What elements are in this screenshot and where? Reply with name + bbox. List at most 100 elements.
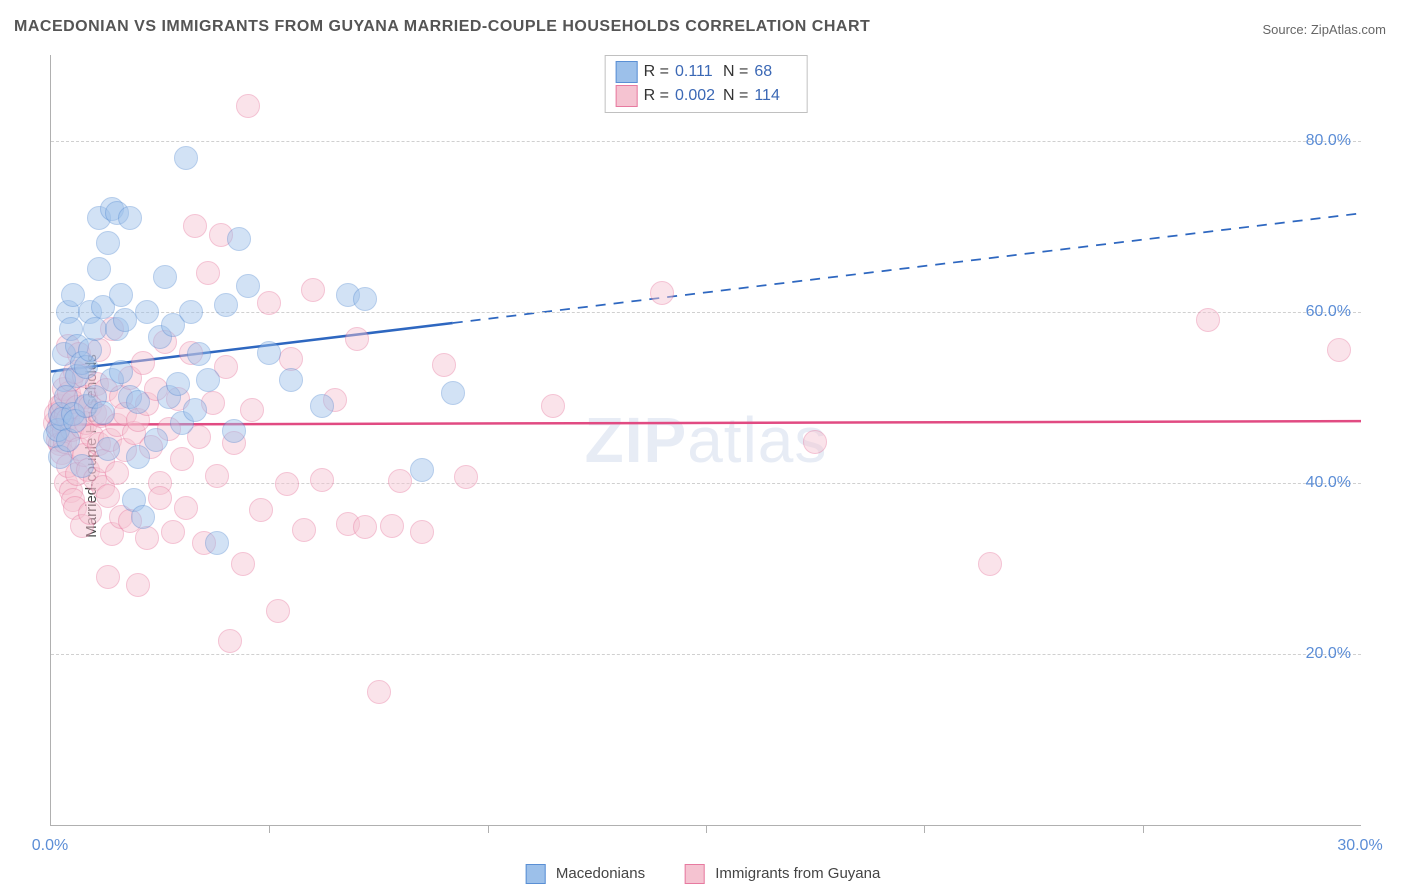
legend-label-guyana: Immigrants from Guyana: [715, 865, 880, 882]
guyana-point: [183, 214, 207, 238]
chart-title: MACEDONIAN VS IMMIGRANTS FROM GUYANA MAR…: [14, 18, 870, 36]
guyana-point: [236, 94, 260, 118]
macedonians-point: [135, 300, 159, 324]
macedonians-point: [179, 300, 203, 324]
guyana-point: [1196, 308, 1220, 332]
x-tick: [488, 825, 489, 833]
r-value-1: 0.111: [675, 60, 717, 84]
macedonians-point: [113, 308, 137, 332]
guyana-point: [240, 398, 264, 422]
guyana-point: [174, 496, 198, 520]
gridline: [51, 312, 1361, 313]
macedonians-point: [109, 360, 133, 384]
macedonians-point: [87, 257, 111, 281]
guyana-point: [454, 465, 478, 489]
x-tick: [924, 825, 925, 833]
y-tick-label: 60.0%: [1306, 303, 1351, 321]
macedonians-point: [96, 437, 120, 461]
macedonians-point: [91, 401, 115, 425]
y-tick-label: 40.0%: [1306, 474, 1351, 492]
legend-swatch-guyana-icon: [685, 864, 705, 884]
chart-source: Source: ZipAtlas.com: [1262, 22, 1386, 37]
macedonians-point: [131, 505, 155, 529]
macedonians-point: [153, 265, 177, 289]
guyana-point: [410, 520, 434, 544]
guyana-point: [432, 353, 456, 377]
macedonians-point: [96, 231, 120, 255]
guyana-point: [650, 281, 674, 305]
macedonians-point: [118, 206, 142, 230]
guyana-point: [196, 261, 220, 285]
guyana-point: [96, 565, 120, 589]
macedonians-point: [353, 287, 377, 311]
n-value-1: 68: [754, 60, 796, 84]
guyana-point: [148, 486, 172, 510]
legend-swatch-macedonians-icon: [526, 864, 546, 884]
macedonians-point: [126, 390, 150, 414]
macedonians-point: [214, 293, 238, 317]
x-tick-label: 0.0%: [32, 837, 68, 855]
guyana-point: [205, 464, 229, 488]
x-tick: [706, 825, 707, 833]
correlation-legend-row-1: R = 0.111 N = 68: [616, 60, 797, 84]
legend-swatch-guyana: [616, 85, 638, 107]
macedonians-point: [310, 394, 334, 418]
legend-label-macedonians: Macedonians: [556, 865, 645, 882]
macedonians-point: [78, 338, 102, 362]
guyana-point: [231, 552, 255, 576]
macedonians-point: [83, 317, 107, 341]
guyana-point: [135, 526, 159, 550]
guyana-point: [353, 515, 377, 539]
x-tick: [1143, 825, 1144, 833]
macedonians-point: [227, 227, 251, 251]
r-label-2: R =: [644, 84, 669, 108]
legend-item-guyana: Immigrants from Guyana: [685, 864, 880, 884]
legend-item-macedonians: Macedonians: [526, 864, 645, 884]
guyana-point: [126, 573, 150, 597]
macedonians-point: [166, 372, 190, 396]
scatter-plot-area: ZIPatlas R = 0.111 N = 68 R = 0.002 N = …: [50, 55, 1361, 826]
macedonians-point: [222, 419, 246, 443]
guyana-point: [803, 430, 827, 454]
gridline: [51, 141, 1361, 142]
guyana-point: [301, 278, 325, 302]
watermark: ZIPatlas: [585, 403, 828, 477]
guyana-point: [96, 484, 120, 508]
macedonians-point: [279, 368, 303, 392]
guyana-point: [279, 347, 303, 371]
guyana-point: [105, 461, 129, 485]
n-label-2: N =: [723, 84, 748, 108]
macedonians-point: [410, 458, 434, 482]
n-label-1: N =: [723, 60, 748, 84]
macedonians-point: [174, 146, 198, 170]
macedonians-point: [183, 398, 207, 422]
x-tick-label: 30.0%: [1337, 837, 1382, 855]
guyana-point: [161, 520, 185, 544]
guyana-point: [257, 291, 281, 315]
guyana-point: [249, 498, 273, 522]
macedonians-point: [257, 341, 281, 365]
guyana-point: [310, 468, 334, 492]
correlation-legend: R = 0.111 N = 68 R = 0.002 N = 114: [605, 55, 808, 113]
watermark-bold: ZIP: [585, 404, 688, 476]
macedonians-point: [187, 342, 211, 366]
guyana-point: [275, 472, 299, 496]
guyana-point: [1327, 338, 1351, 362]
guyana-point: [367, 680, 391, 704]
macedonians-point: [70, 454, 94, 478]
legend-swatch-macedonians: [616, 61, 638, 83]
guyana-point: [292, 518, 316, 542]
guyana-point: [345, 327, 369, 351]
guyana-point: [380, 514, 404, 538]
macedonians-point: [236, 274, 260, 298]
macedonians-point: [144, 428, 168, 452]
r-value-2: 0.002: [675, 84, 717, 108]
y-tick-label: 20.0%: [1306, 645, 1351, 663]
guyana-point: [218, 629, 242, 653]
y-tick-label: 80.0%: [1306, 132, 1351, 150]
guyana-point: [131, 351, 155, 375]
regression-lines-overlay: [51, 55, 1361, 825]
n-value-2: 114: [754, 84, 796, 108]
source-link[interactable]: ZipAtlas.com: [1311, 22, 1386, 37]
macedonians-point: [205, 531, 229, 555]
